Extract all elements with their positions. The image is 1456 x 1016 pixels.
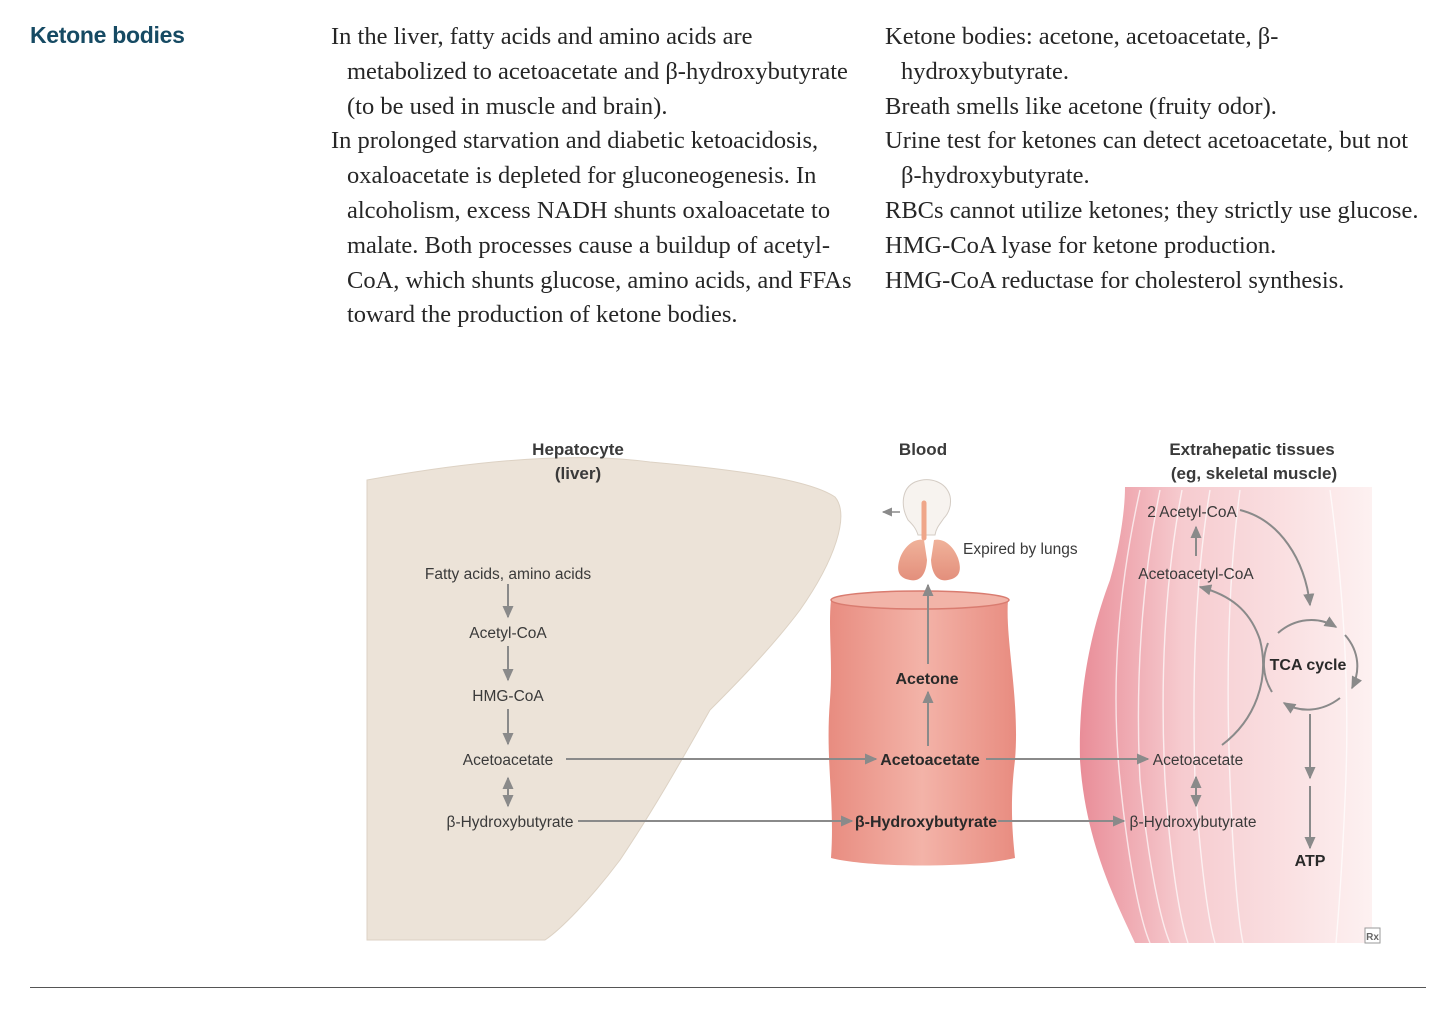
right-text-column: Ketone bodies: acetone, acetoacetate, β-…	[885, 20, 1425, 298]
liver-fatty-acids: Fatty acids, amino acids	[425, 566, 592, 583]
atp-label: ATP	[1295, 853, 1326, 870]
left-text-column: In the liver, fatty acids and amino acid…	[331, 20, 866, 333]
extrahepatic-title: Extrahepatic tissues	[1169, 440, 1334, 459]
muscle-acetoacetyl-coa: Acetoacetyl-CoA	[1138, 566, 1254, 583]
muscle-arrows	[1190, 509, 1363, 850]
muscle-fibers	[1115, 489, 1348, 944]
fact-hmg-reductase: HMG-CoA reductase for cholesterol synthe…	[885, 266, 1345, 294]
rx-logo: Rx	[1366, 932, 1379, 943]
blood-acetoacetate: Acetoacetate	[880, 752, 980, 769]
expired-by-lungs-label: Expired by lungs	[963, 541, 1078, 558]
paragraph-starvation: In prolonged starvation and diabetic ket…	[331, 127, 852, 329]
right-lung	[931, 539, 960, 581]
blood-arrows	[881, 507, 934, 746]
liver-shape	[366, 457, 842, 941]
tca-cycle-label: TCA cycle	[1270, 657, 1347, 674]
head-outline	[902, 479, 951, 536]
fact-urine-test: Urine test for ketones can detect acetoa…	[885, 127, 1409, 190]
liver-hydroxybutyrate: β-Hydroxybutyrate	[447, 814, 574, 831]
fact-rbcs: RBCs cannot utilize ketones; they strict…	[885, 196, 1419, 224]
blood-vessel-opening	[830, 590, 1010, 610]
muscle-acetyl-coa: 2 Acetyl-CoA	[1147, 504, 1237, 521]
section-title: Ketone bodies	[30, 22, 185, 48]
blood-hydroxybutyrate: β-Hydroxybutyrate	[855, 814, 997, 831]
liver-hmg-coa: HMG-CoA	[472, 688, 544, 705]
blood-vessel	[828, 592, 1017, 866]
fact-breath: Breath smells like acetone (fruity odor)…	[885, 92, 1277, 120]
blood-acetone: Acetone	[895, 671, 958, 688]
muscle-acetoacetate: Acetoacetate	[1153, 752, 1243, 769]
extrahepatic-subtitle: (eg, skeletal muscle)	[1171, 464, 1337, 483]
bottom-divider	[30, 987, 1426, 988]
liver-acetyl-coa: Acetyl-CoA	[469, 625, 547, 642]
muscle-hydroxybutyrate: β-Hydroxybutyrate	[1130, 814, 1257, 831]
rx-logo-box	[1364, 927, 1381, 944]
paragraph-liver-metabolism: In the liver, fatty acids and amino acid…	[331, 23, 848, 120]
fact-ketone-bodies: Ketone bodies: acetone, acetoacetate, β-…	[885, 23, 1279, 85]
hepatocyte-title: Hepatocyte	[532, 440, 624, 459]
fact-hmg-lyase: HMG-CoA lyase for ketone production.	[885, 231, 1277, 259]
head-lungs-illustration	[898, 479, 960, 581]
left-lung	[898, 539, 927, 581]
muscle-tissue	[1079, 487, 1372, 943]
blood-title: Blood	[899, 440, 947, 459]
hepatocyte-subtitle: (liver)	[555, 464, 601, 483]
transport-arrows	[566, 753, 1150, 827]
liver-acetoacetate: Acetoacetate	[463, 752, 553, 769]
